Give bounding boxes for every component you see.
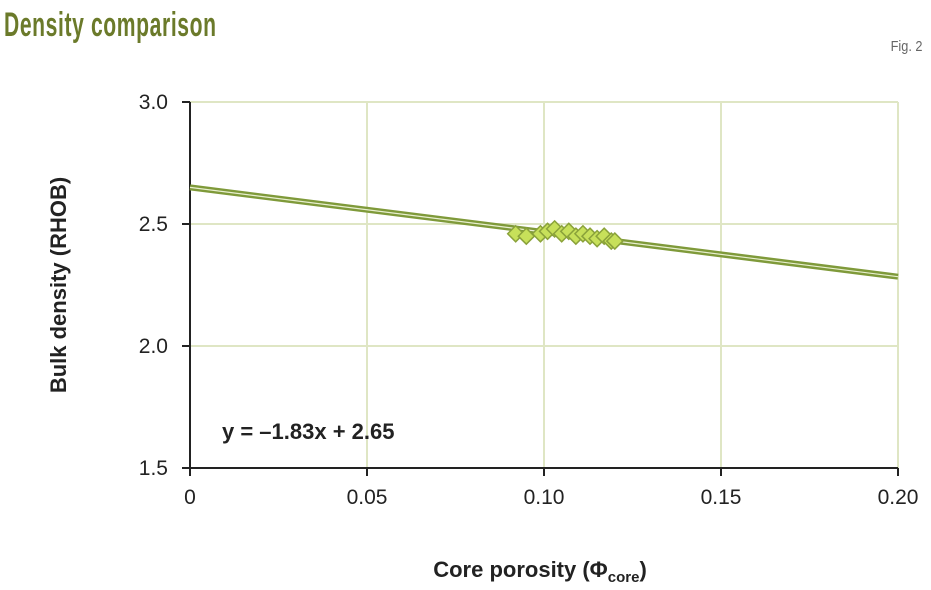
x-axis-label-end: ) <box>639 557 646 582</box>
chart-title: Density comparison <box>4 6 217 44</box>
y-axis-label: Bulk density (RHOB) <box>46 177 71 393</box>
y-tick-label: 1.5 <box>139 457 168 480</box>
y-tick-label: 2.0 <box>139 335 168 358</box>
x-axis-label: Core porosity (Φcore) <box>433 557 647 586</box>
x-tick-label: 0.05 <box>347 486 388 509</box>
x-tick-label: 0.15 <box>701 486 742 509</box>
equation-label: y = –1.83x + 2.65 <box>222 419 395 444</box>
y-tick-label: 2.5 <box>139 213 168 236</box>
x-axis-label-main: Core porosity (Φ <box>433 557 608 582</box>
figure-label: Fig. 2 <box>891 38 923 55</box>
x-axis-label-sub: core <box>608 569 640 586</box>
x-tick-label: 0 <box>184 486 196 509</box>
x-tick-label: 0.10 <box>524 486 565 509</box>
data-point <box>605 232 624 251</box>
y-tick-label: 3.0 <box>139 91 168 114</box>
x-tick-label: 0.20 <box>878 486 919 509</box>
